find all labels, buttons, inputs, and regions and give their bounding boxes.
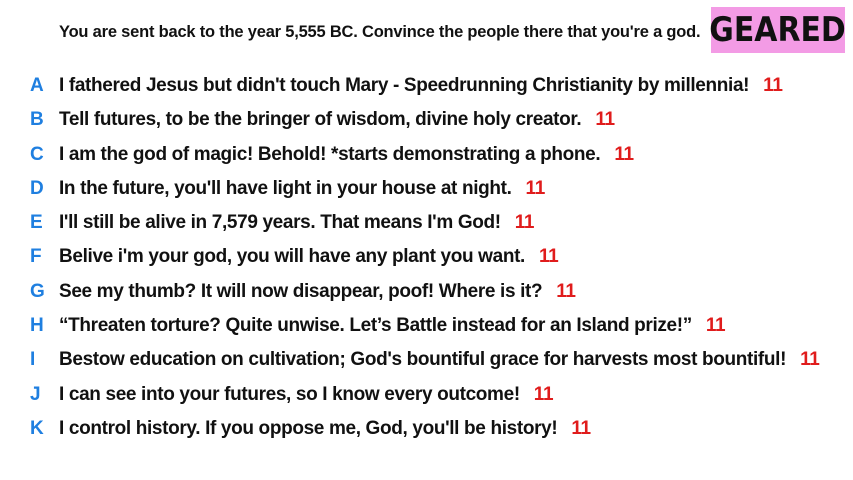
answer-list: A I fathered Jesus but didn't touch Mary… [0,69,853,446]
player-name-label: GEARED [709,10,847,50]
answer-letter: I [30,349,36,371]
answer-text: Tell futures, to be the bringer of wisdo… [59,109,582,131]
answer-text: I fathered Jesus but didn't touch Mary -… [59,75,750,96]
answer-text: “Threaten torture? Quite unwise. Let’s B… [59,315,692,337]
answer-score: 11 [556,280,576,302]
answer-score: 11 [533,383,554,405]
answer-text-wrap: I control history. If you oppose me, God… [59,418,591,440]
answer-letter: E [30,212,43,234]
answer-item-b[interactable]: B Tell futures, to be the bringer of wis… [0,103,853,137]
answer-item-h[interactable]: H “Threaten torture? Quite unwise. Let’s… [0,309,853,343]
answer-text-wrap: I'll still be alive in 7,579 years. That… [59,212,534,234]
answer-letter: H [30,315,44,337]
answer-letter: J [30,383,41,405]
answer-item-g[interactable]: G See my thumb? It will now disappear, p… [0,275,853,309]
answer-score: 11 [763,75,783,96]
answer-text: I'll still be alive in 7,579 years. That… [59,212,501,234]
answer-text: Belive i'm your god, you will have any p… [59,246,525,268]
answer-item-i[interactable]: I Bestow education on cultivation; God's… [0,343,853,377]
answer-text-wrap: In the future, you'll have light in your… [59,178,545,200]
answer-score: 11 [514,212,535,234]
answer-text: Bestow education on cultivation; God's b… [59,349,787,371]
answer-text: In the future, you'll have light in your… [59,177,512,199]
answer-item-j[interactable]: J I can see into your futures, so I know… [0,378,853,412]
answer-letter: K [30,417,44,439]
answer-letter: B [30,109,44,131]
answer-score: 11 [614,143,634,165]
answer-item-d[interactable]: D In the future, you'll have light in yo… [0,172,853,206]
answer-text: I control history. If you oppose me, God… [59,417,558,439]
answer-letter: D [30,177,44,199]
answer-score: 11 [800,349,820,371]
answer-text-wrap: I am the god of magic! Behold! *starts d… [59,144,634,166]
question-prompt: You are sent back to the year 5,555 BC. … [59,22,701,41]
answer-item-c[interactable]: C I am the god of magic! Behold! *starts… [0,138,853,172]
answer-score: 11 [571,417,591,439]
answer-text-wrap: I can see into your futures, so I know e… [59,383,554,406]
answer-text-wrap: “Threaten torture? Quite unwise. Let’s B… [59,315,726,337]
answer-letter: F [30,246,42,268]
answer-text: I am the god of magic! Behold! *starts d… [59,143,601,165]
answer-text-wrap: Bestow education on cultivation; God's b… [59,349,820,371]
answer-item-k[interactable]: K I control history. If you oppose me, G… [0,412,853,446]
answer-text-wrap: I fathered Jesus but didn't touch Mary -… [59,75,783,97]
player-name-badge: GEARED [709,7,847,53]
answer-item-e[interactable]: E I'll still be alive in 7,579 years. Th… [0,206,853,240]
answer-letter: C [30,143,44,165]
answer-letter: G [30,280,45,302]
answer-text-wrap: Tell futures, to be the bringer of wisdo… [59,109,615,131]
answer-letter: A [30,75,44,96]
answer-item-f[interactable]: F Belive i'm your god, you will have any… [0,240,853,274]
answer-text: See my thumb? It will now disappear, poo… [59,280,543,302]
answer-item-a[interactable]: A I fathered Jesus but didn't touch Mary… [0,69,853,103]
answer-score: 11 [595,109,615,131]
answer-text: I can see into your futures, so I know e… [59,383,520,405]
answer-score: 11 [539,246,559,268]
answer-score: 11 [705,315,726,337]
answer-text-wrap: Belive i'm your god, you will have any p… [59,246,559,268]
answer-score: 11 [525,177,546,199]
answer-text-wrap: See my thumb? It will now disappear, poo… [59,281,576,303]
